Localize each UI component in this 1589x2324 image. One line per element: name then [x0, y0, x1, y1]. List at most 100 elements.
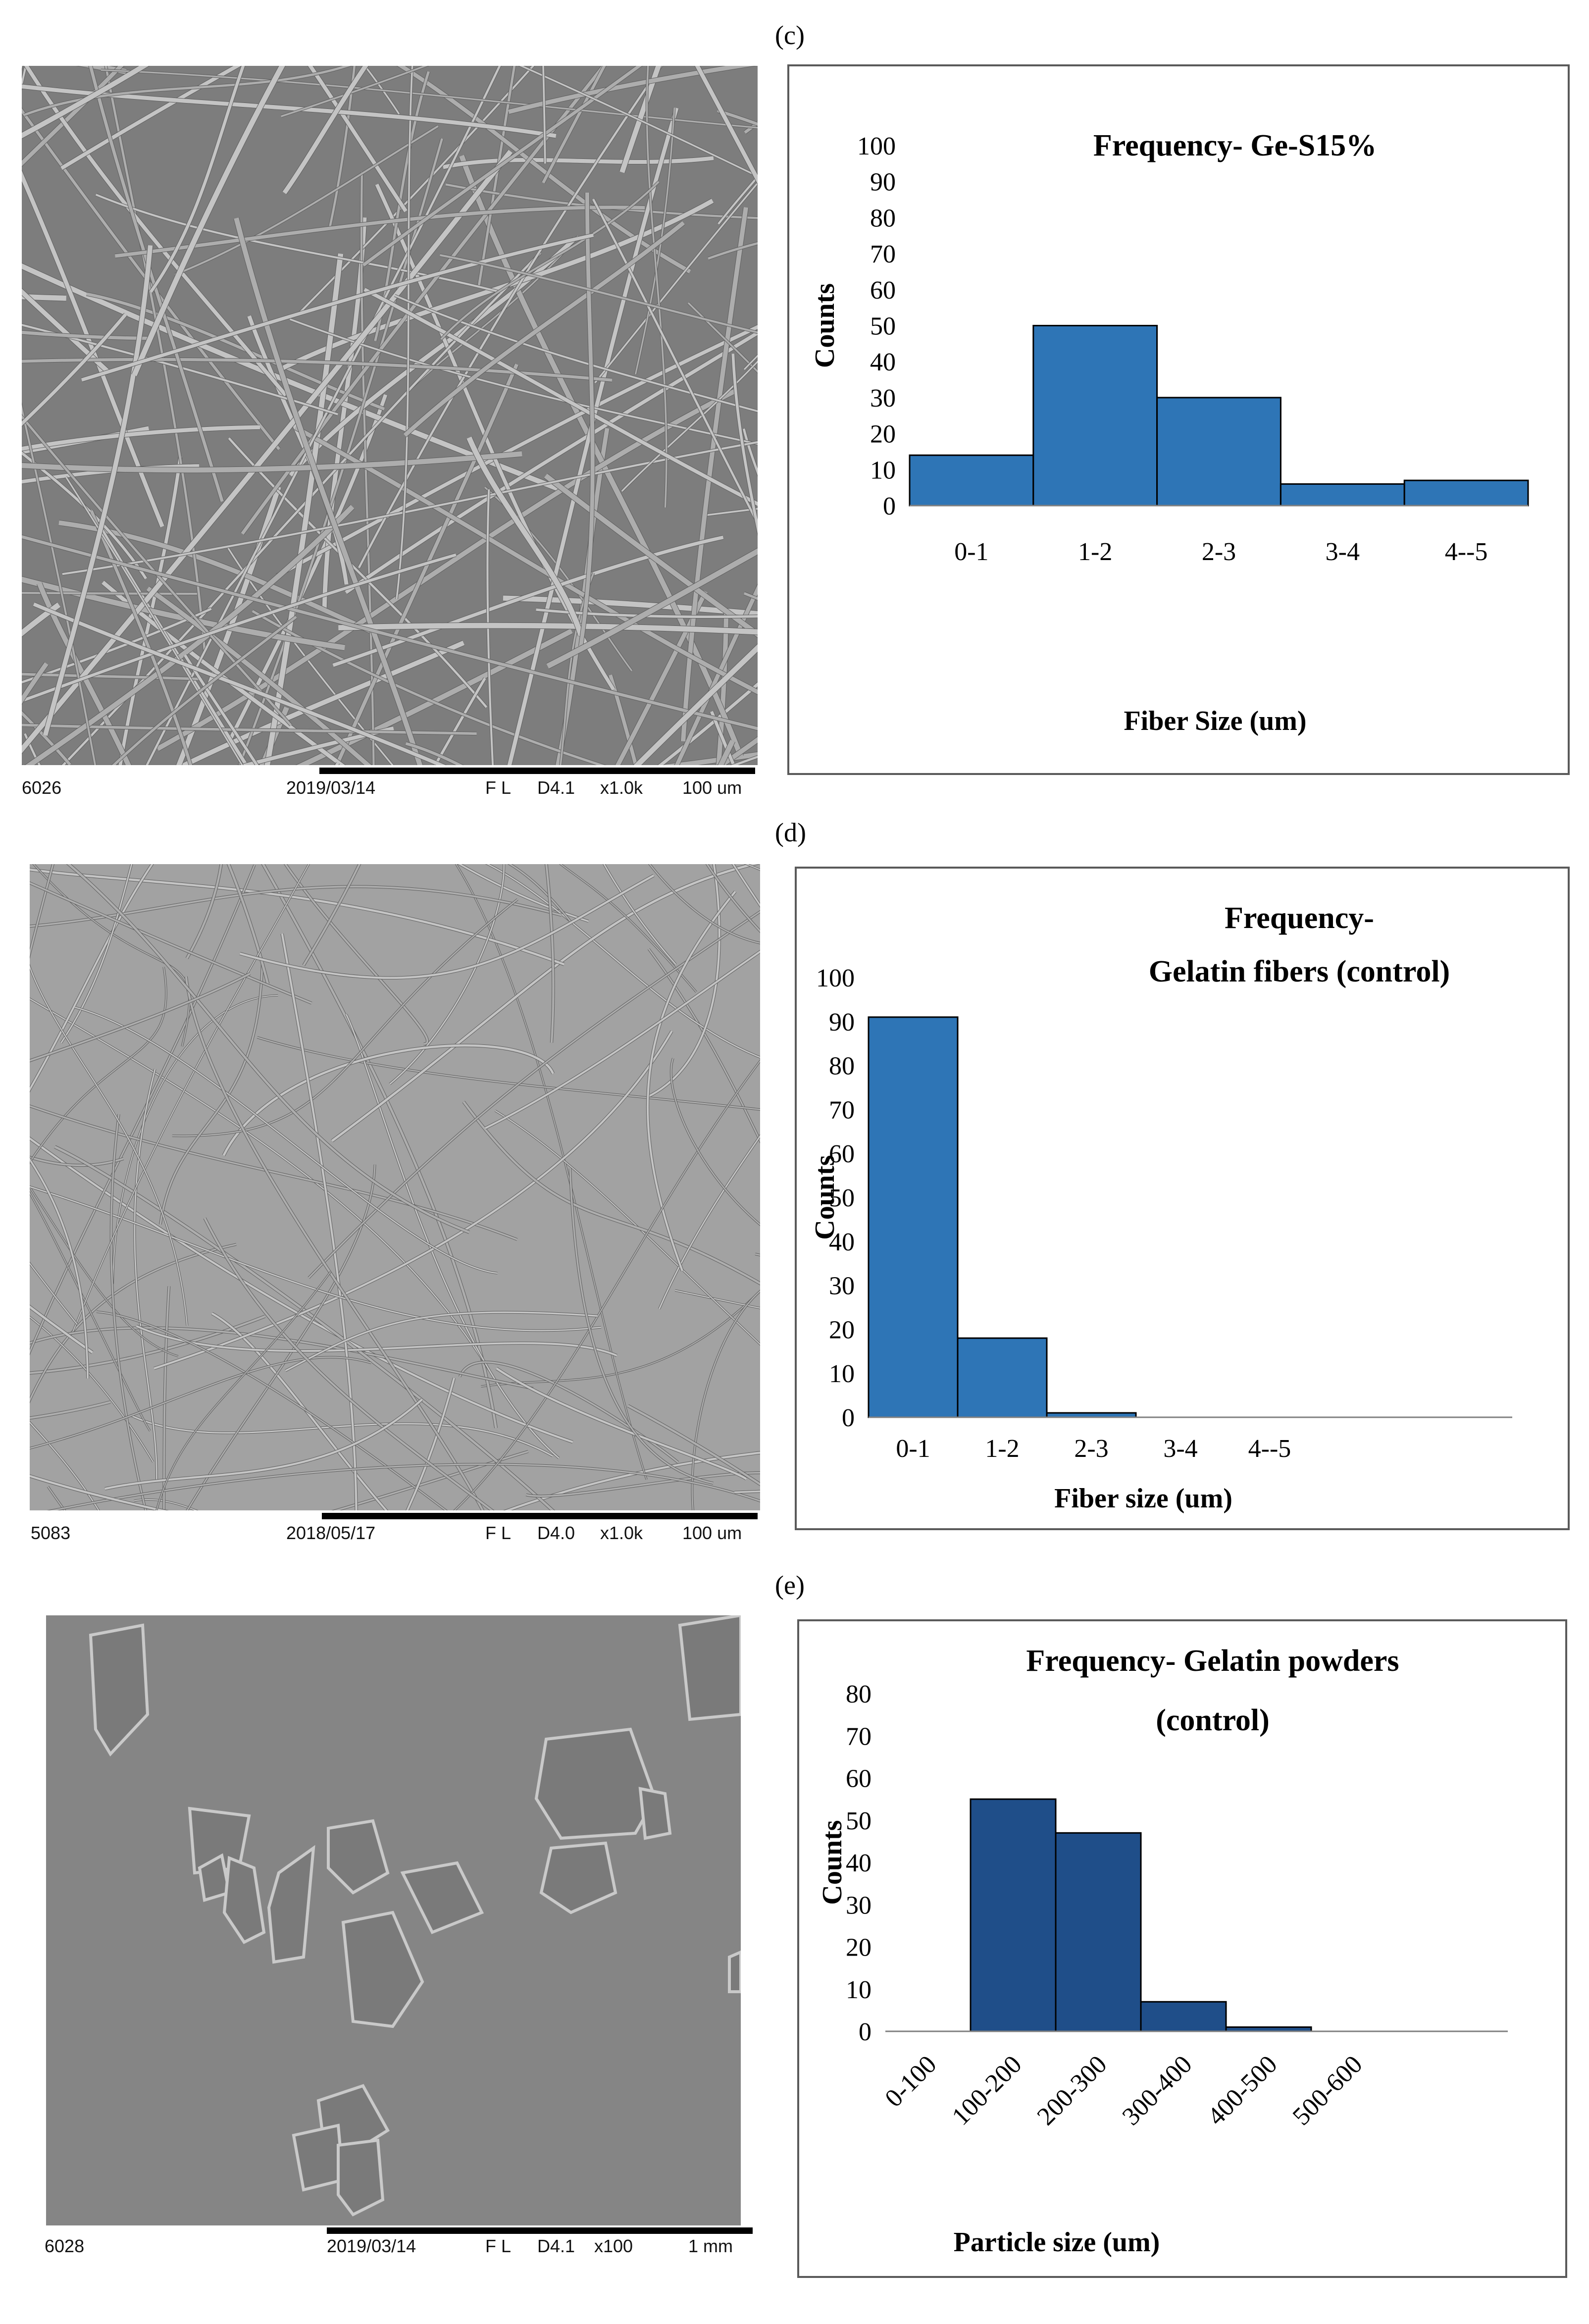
- y-tick-label: 90: [870, 168, 896, 197]
- y-tick-label: 70: [870, 240, 896, 268]
- y-axis-label: Counts: [817, 1820, 848, 1905]
- chart-title: Gelatin fibers (control): [1149, 955, 1450, 988]
- x-tick-label: 2-3: [1074, 1435, 1108, 1463]
- sem-detector: D4.1: [537, 2236, 575, 2256]
- histogram-chart-d: Frequency- Gelatin fibers (control) 0 10 20 3…: [810, 901, 1512, 1514]
- y-tick-label: 80: [846, 1680, 871, 1708]
- y-tick-label: 100: [857, 132, 896, 160]
- sem-magnification: x1.0k: [600, 1523, 643, 1543]
- sem-scale-bar: [322, 1513, 758, 1519]
- y-tick-label: 30: [870, 384, 896, 413]
- y-tick-label: 90: [829, 1008, 855, 1036]
- y-tick-label: 80: [829, 1052, 855, 1081]
- sem-mode: F L: [485, 777, 512, 798]
- chart-title: Frequency-: [1225, 901, 1374, 935]
- y-tick-label: 60: [829, 1140, 855, 1168]
- sem-scale-label: 100 um: [682, 1523, 742, 1543]
- sem-scale-bar: [327, 2227, 753, 2234]
- sem-image-id: 6028: [45, 2236, 85, 2256]
- sem-micrograph-gelatin-fibers: [30, 864, 760, 1510]
- y-tick-label: 70: [829, 1096, 855, 1124]
- sem-image-id: 5083: [31, 1523, 71, 1543]
- y-tick-label: 20: [870, 420, 896, 449]
- y-tick-label: 60: [846, 1765, 871, 1793]
- x-tick-label: 1-2: [985, 1435, 1019, 1463]
- x-axis-label: Particle size (um): [954, 2227, 1160, 2258]
- y-tick-label: 50: [870, 312, 896, 341]
- sem-date: 2018/05/17: [286, 1523, 376, 1543]
- chart-title: Frequency- Ge-S15%: [1093, 129, 1377, 162]
- chart-title: Frequency- Gelatin powders: [1026, 1644, 1399, 1678]
- x-tick-label: 500-600: [1287, 2050, 1368, 2131]
- x-tick-label: 3-4: [1326, 538, 1360, 566]
- y-tick-label: 100: [816, 964, 855, 992]
- y-tick-label: 20: [846, 1934, 871, 1962]
- y-tick-label: 0: [883, 492, 896, 520]
- x-tick-label: 4--5: [1445, 538, 1488, 566]
- sem-detector: D4.1: [537, 777, 575, 798]
- x-tick-label: 400-500: [1202, 2050, 1283, 2131]
- histogram-bar: [909, 454, 1034, 507]
- y-tick-label: 30: [829, 1272, 855, 1300]
- histogram-chart-e: Frequency- Gelatin powders (control) 0 10 20…: [817, 1644, 1508, 2258]
- y-tick-label: 0: [859, 2018, 871, 2046]
- sem-mode: F L: [485, 2236, 512, 2256]
- histogram-bar: [1140, 2001, 1227, 2032]
- x-tick-label: 300-400: [1117, 2050, 1198, 2131]
- y-tick-label: 40: [870, 348, 896, 376]
- chart-frame-c: Frequency- Ge-S15% 0 10 20 30 40 50 60 70 80 90 100…: [787, 64, 1570, 775]
- y-tick-label: 60: [870, 276, 896, 305]
- panel-label-d: (d): [775, 818, 806, 847]
- sem-fiber-texture: [30, 864, 760, 1510]
- sem-mode: F L: [485, 1523, 512, 1543]
- histogram-bar: [1032, 325, 1158, 507]
- sem-fiber-texture: [22, 66, 758, 765]
- x-tick-label: 0-100: [879, 2050, 942, 2113]
- x-tick-label: 3-4: [1163, 1435, 1197, 1463]
- x-tick-label: 0-1: [954, 538, 988, 566]
- y-tick-label: 40: [829, 1228, 855, 1256]
- sem-date: 2019/03/14: [327, 2236, 416, 2256]
- sem-date: 2019/03/14: [286, 777, 376, 798]
- y-axis-label: Counts: [810, 283, 840, 368]
- panel-label-e: (e): [775, 1570, 805, 1600]
- x-tick-label: 200-300: [1032, 2050, 1113, 2131]
- histogram-chart-c: Frequency- Ge-S15% 0 10 20 30 40 50 60 70 80 90 100…: [810, 129, 1529, 736]
- chart-title: (control): [1156, 1704, 1270, 1737]
- y-tick-label: 10: [846, 1976, 871, 2004]
- sem-particle-texture: [89, 1615, 741, 2217]
- x-tick-label: 2-3: [1202, 538, 1236, 566]
- histogram-bar: [868, 1016, 959, 1418]
- y-tick-label: 50: [846, 1807, 871, 1835]
- y-tick-label: 30: [846, 1891, 871, 1919]
- sem-scale-bar: [319, 768, 755, 774]
- x-tick-label: 100-200: [947, 2050, 1027, 2131]
- y-tick-label: 70: [846, 1722, 871, 1751]
- x-tick-label: 1-2: [1078, 538, 1112, 566]
- chart-frame-d: Frequency- Gelatin fibers (control) 0 10 20 3…: [795, 867, 1570, 1530]
- y-tick-label: 20: [829, 1316, 855, 1344]
- y-tick-label: 40: [846, 1849, 871, 1877]
- sem-image-id: 6026: [22, 777, 62, 798]
- x-axis-label: Fiber Size (um): [1124, 706, 1306, 736]
- y-tick-label: 10: [829, 1360, 855, 1388]
- x-tick-label: 4--5: [1248, 1435, 1291, 1463]
- histogram-bar: [1280, 483, 1405, 507]
- panel-label-c: (c): [775, 20, 805, 50]
- sem-magnification: x100: [594, 2236, 633, 2256]
- histogram-bar: [970, 1798, 1057, 2032]
- sem-magnification: x1.0k: [600, 777, 643, 798]
- y-tick-label: 50: [829, 1184, 855, 1212]
- histogram-bar: [1403, 479, 1529, 507]
- sem-scale-label: 100 um: [682, 777, 742, 798]
- chart-frame-e: Frequency- Gelatin powders (control) 0 10 20…: [797, 1619, 1567, 2278]
- sem-micrograph-fibers-ge-s15: [22, 66, 758, 765]
- sem-micrograph-gelatin-powders: [46, 1615, 741, 2225]
- x-tick-label: 0-1: [896, 1435, 930, 1463]
- y-tick-label: 0: [842, 1404, 855, 1432]
- y-axis-label: Counts: [810, 1155, 840, 1239]
- x-axis-label: Fiber size (um): [1054, 1483, 1232, 1514]
- histogram-bar: [1055, 1832, 1142, 2032]
- sem-detector: D4.0: [537, 1523, 575, 1543]
- histogram-bar: [1156, 397, 1281, 507]
